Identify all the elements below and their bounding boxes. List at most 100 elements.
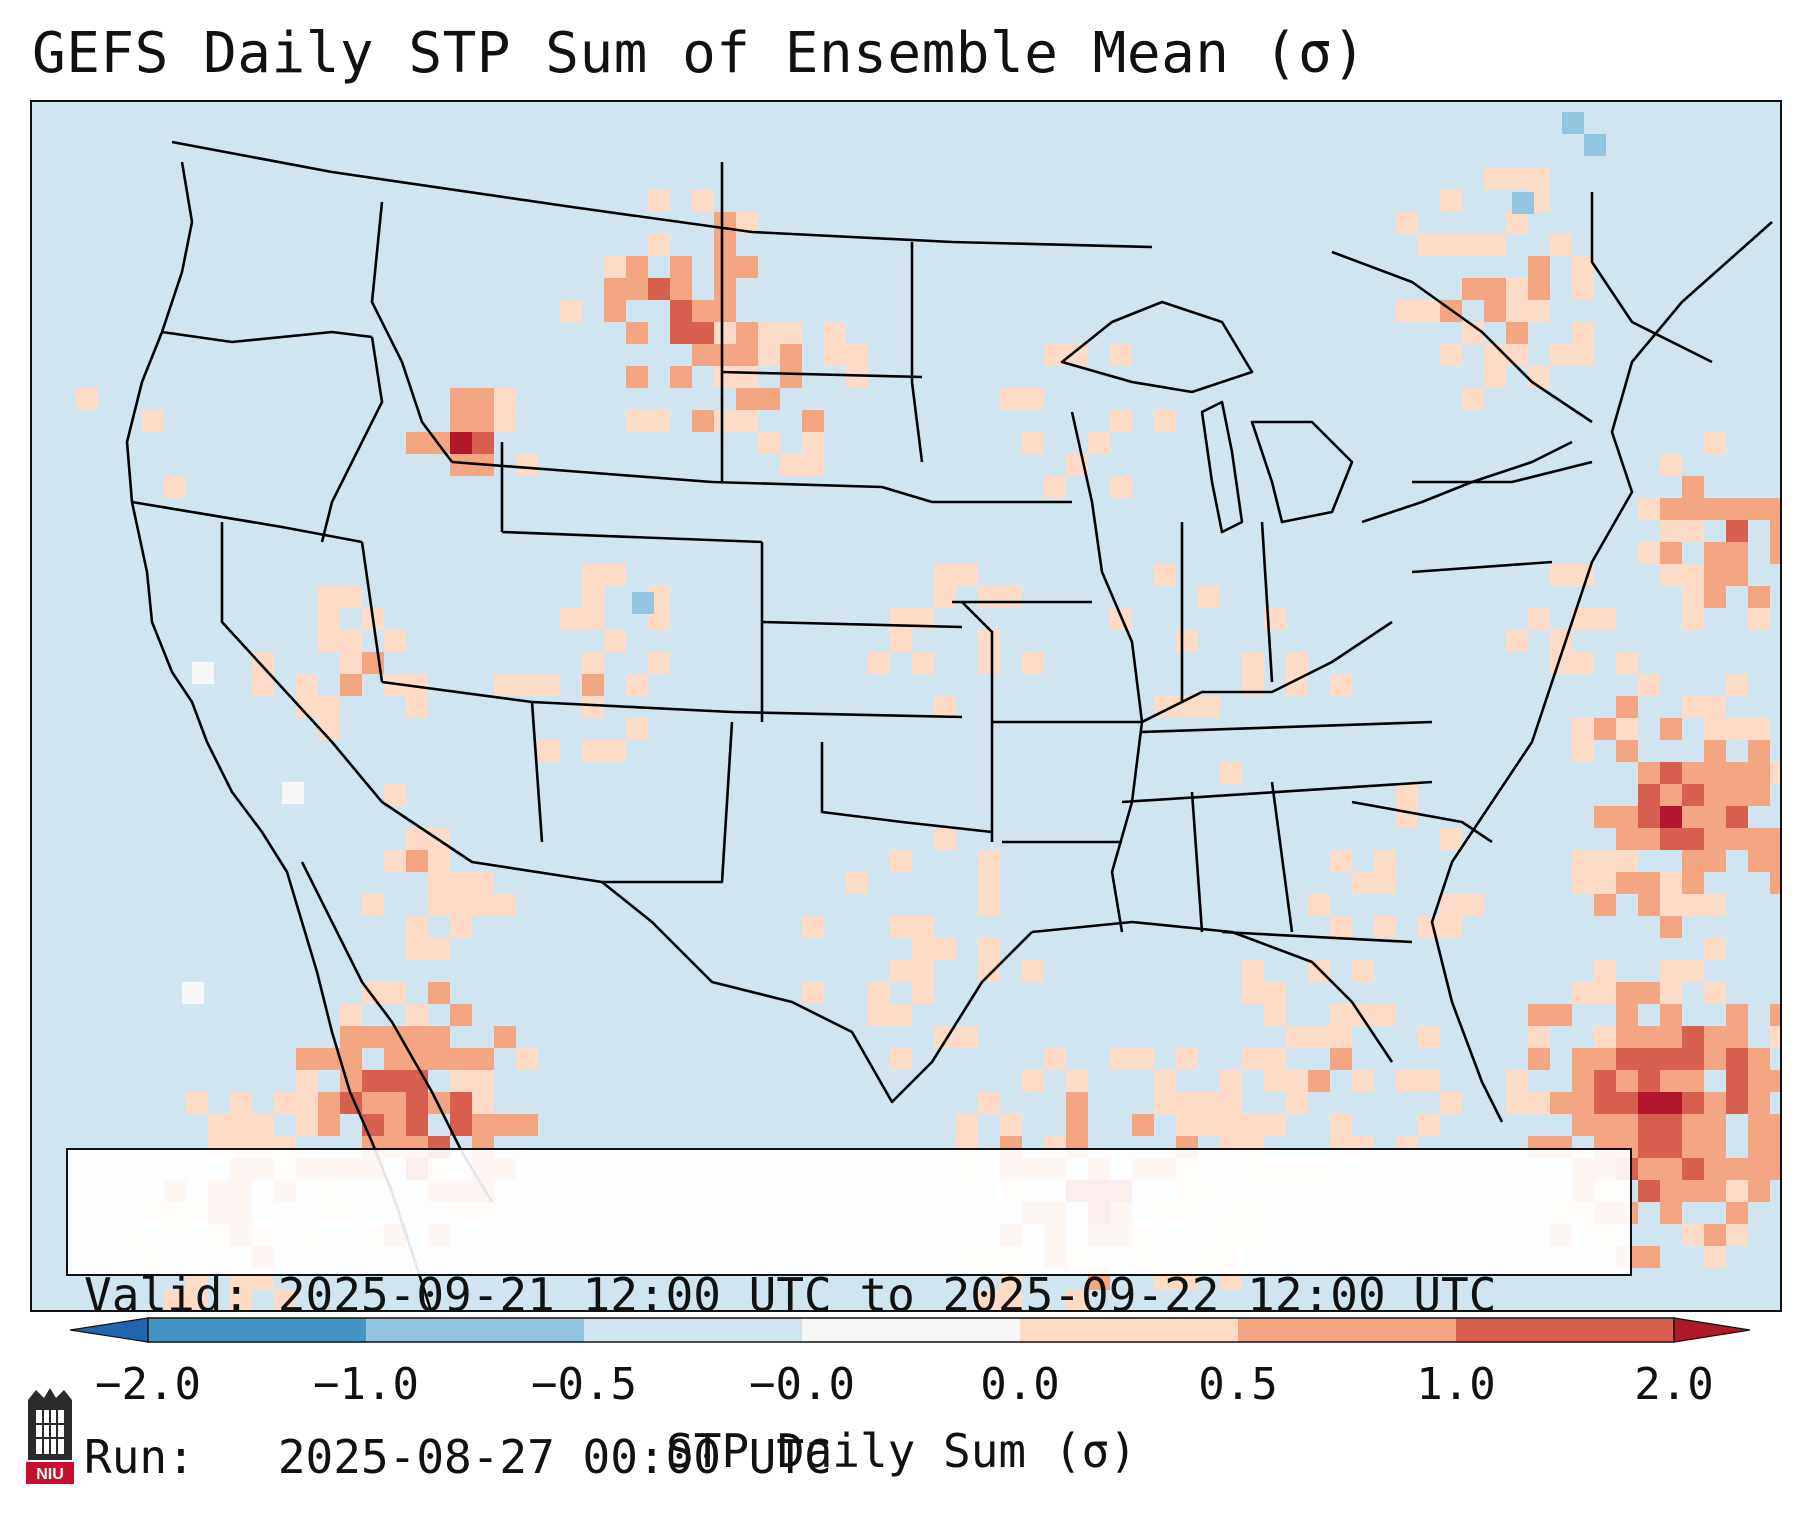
stp-cell bbox=[1308, 1070, 1330, 1092]
stp-cell bbox=[604, 278, 626, 300]
stp-cell bbox=[406, 850, 428, 872]
stp-cell bbox=[450, 1070, 472, 1092]
stp-cell bbox=[362, 1070, 384, 1092]
stp-cell bbox=[648, 410, 670, 432]
stp-cell bbox=[1000, 1290, 1022, 1310]
stp-cell bbox=[450, 454, 472, 476]
stp-cell bbox=[450, 916, 472, 938]
stp-cell bbox=[890, 916, 912, 938]
stp-cell bbox=[406, 938, 428, 960]
colorbar-tick-label: −2.0 bbox=[95, 1359, 201, 1410]
stp-cell bbox=[1088, 432, 1110, 454]
stp-cell bbox=[406, 674, 428, 696]
stp-cell bbox=[1616, 872, 1638, 894]
stp-cell bbox=[1132, 1114, 1154, 1136]
stp-cell bbox=[1286, 1070, 1308, 1092]
stp-cell bbox=[978, 960, 1000, 982]
stp-cell bbox=[780, 366, 802, 388]
colorbar-segments bbox=[147, 1317, 1675, 1343]
stp-cell bbox=[318, 696, 340, 718]
stp-cell bbox=[384, 1092, 406, 1114]
stp-cell bbox=[296, 674, 318, 696]
stp-cell bbox=[1594, 1092, 1616, 1114]
stp-cell bbox=[1704, 784, 1726, 806]
stp-cell bbox=[736, 344, 758, 366]
stp-cell bbox=[318, 630, 340, 652]
stp-cell bbox=[1726, 828, 1748, 850]
stp-cell bbox=[1066, 1114, 1088, 1136]
stp-cell bbox=[802, 432, 824, 454]
stp-cell bbox=[1682, 1026, 1704, 1048]
stp-cell bbox=[230, 1092, 252, 1114]
stp-cell bbox=[472, 388, 494, 410]
stp-cell bbox=[780, 344, 802, 366]
stp-cell bbox=[978, 652, 1000, 674]
valid-run-box: Valid: 2025-09-21 12:00 UTC to 2025-09-2… bbox=[66, 1148, 1632, 1484]
stp-cell bbox=[428, 894, 450, 916]
stp-cell bbox=[340, 586, 362, 608]
stp-cell bbox=[1682, 872, 1704, 894]
stp-cell bbox=[450, 432, 472, 454]
border-nc-sc bbox=[1351, 800, 1493, 844]
stp-cell bbox=[978, 1092, 1000, 1114]
lake-erie-ontario bbox=[1361, 440, 1573, 524]
stp-cell bbox=[1704, 432, 1726, 454]
colorbar bbox=[70, 1317, 1750, 1343]
stp-cell bbox=[582, 608, 604, 630]
stp-cell bbox=[1770, 542, 1780, 564]
border-id-mt bbox=[370, 201, 454, 463]
stp-cell bbox=[912, 982, 934, 1004]
stp-cell bbox=[296, 1114, 318, 1136]
stp-cell bbox=[450, 1004, 472, 1026]
stp-cell bbox=[1264, 1070, 1286, 1092]
stp-cell bbox=[648, 190, 670, 212]
stp-cell bbox=[1638, 828, 1660, 850]
stp-cell bbox=[582, 696, 604, 718]
stp-cell bbox=[1418, 916, 1440, 938]
stp-cell bbox=[472, 1048, 494, 1070]
texas-coast bbox=[601, 880, 1033, 1104]
stp-cell bbox=[1462, 234, 1484, 256]
stp-cell bbox=[1572, 256, 1594, 278]
stp-cell bbox=[1572, 982, 1594, 1004]
stp-cell bbox=[1418, 1070, 1440, 1092]
stp-cell bbox=[1330, 1114, 1352, 1136]
stp-cell bbox=[758, 388, 780, 410]
stp-cell bbox=[582, 674, 604, 696]
stp-cell bbox=[934, 828, 956, 850]
stp-cell bbox=[1550, 1092, 1572, 1114]
stp-cell bbox=[296, 1048, 318, 1070]
stp-cell bbox=[912, 652, 934, 674]
stp-cell bbox=[1638, 1048, 1660, 1070]
stp-cell bbox=[340, 1004, 362, 1026]
stp-cell bbox=[1660, 1070, 1682, 1092]
stp-cell bbox=[1770, 1158, 1780, 1180]
stp-cell bbox=[1154, 410, 1176, 432]
stp-cell bbox=[1484, 300, 1506, 322]
stp-cell bbox=[1726, 1224, 1748, 1246]
stp-cell bbox=[1044, 476, 1066, 498]
stp-cell bbox=[1528, 1004, 1550, 1026]
stp-cell bbox=[1594, 872, 1616, 894]
stp-cell bbox=[626, 278, 648, 300]
stp-cell bbox=[1594, 806, 1616, 828]
stp-cell bbox=[406, 1092, 428, 1114]
stp-cell bbox=[1506, 212, 1528, 234]
stp-cell bbox=[868, 982, 890, 1004]
border-nd-mn bbox=[910, 242, 924, 463]
stp-cell bbox=[1418, 234, 1440, 256]
stp-cell bbox=[1308, 894, 1330, 916]
border-nd-sd bbox=[721, 370, 923, 379]
stp-cell bbox=[1770, 1026, 1780, 1048]
stp-cell bbox=[1594, 894, 1616, 916]
colorbar-tick-label: 1.0 bbox=[1416, 1359, 1496, 1410]
border-nm-tx bbox=[602, 721, 734, 884]
pacific-coastline bbox=[125, 161, 433, 1310]
stp-cell bbox=[1660, 718, 1682, 740]
stp-cell bbox=[450, 1048, 472, 1070]
stp-cell bbox=[1770, 762, 1780, 784]
stp-cell bbox=[1660, 1114, 1682, 1136]
stp-cell bbox=[1704, 564, 1726, 586]
stp-cell bbox=[1660, 564, 1682, 586]
stp-cell bbox=[1660, 1202, 1682, 1224]
